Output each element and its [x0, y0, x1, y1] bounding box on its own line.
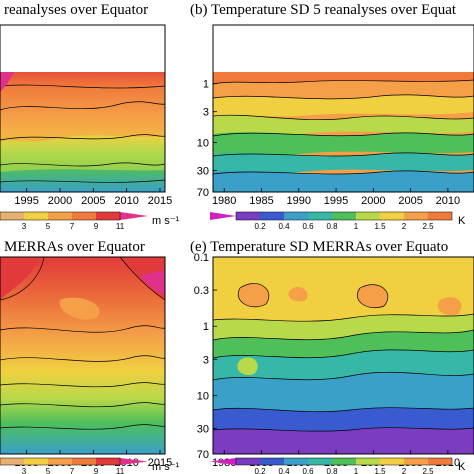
panel-b-x-tick-label: 1985: [249, 195, 273, 207]
panel-b-colorbar-tick-label: 2.5: [422, 222, 434, 231]
panel-b-colorbar-tick-label: 2: [402, 222, 407, 231]
panel-b-plot: [212, 24, 474, 193]
panel-a-colorbar-unit: m s⁻¹: [152, 215, 180, 227]
panel-e-title: (e) Temperature SD MERRAs over Equato: [190, 239, 448, 255]
panel-b-colorbar-unit: K: [458, 215, 466, 227]
panel-e-y-tick-label: 10: [197, 390, 209, 402]
panel-b-colorbar-tick-label: 0.8: [326, 222, 338, 231]
panel-d-plot: [0, 256, 166, 455]
panel-a-colorbar-tick-label: 11: [116, 222, 125, 231]
panel-d-colorbar-tick-label: 9: [94, 467, 99, 474]
panel-b-colorbar-tick-label: 0.4: [278, 222, 290, 231]
panel-b-y-tick-label: 70: [197, 187, 209, 199]
panel-b-colorbar-tick-label: 1: [354, 222, 359, 231]
panel-a-title: reanalyses over Equator: [4, 2, 148, 18]
panel-b-y-tick-label: 3: [203, 107, 209, 119]
panel-e-y-tick-label: 30: [197, 424, 209, 436]
panel-d-colorbar-tick-label: 3: [22, 467, 27, 474]
panel-d-colorbar-tick-label: 7: [70, 467, 75, 474]
panel-e-y-tick-label: 0.3: [194, 285, 209, 297]
panel-d-colorbar-unit: m s⁻¹: [152, 461, 180, 473]
panel-e-y-tick-label: 0.1: [194, 252, 209, 264]
panel-a-colorbar-ticks: 3 5 7 9 11: [22, 222, 125, 231]
panel-b-colorbar-ticks: 0.2 0.4 0.6 0.8 1 1.5 2 2.5: [254, 222, 434, 231]
panel-b-x-tick-label: 2010: [436, 195, 460, 207]
panel-d-colorbar-tick-label: 11: [116, 467, 125, 474]
panel-e-y-tick-label: 3: [203, 354, 209, 366]
panel-b-x-tick-label: 2005: [398, 195, 422, 207]
panel-e-colorbar-tick-label: 2: [402, 467, 407, 474]
panel-b-colorbar-tick-label: 0.2: [254, 222, 266, 231]
panel-e-colorbar-ticks: 0.2 0.4 0.6 0.8 1 1.5 2 2.5: [254, 467, 434, 474]
panel-d-x-tick-label: 2015: [148, 457, 172, 469]
panel-a-plot: [0, 24, 166, 193]
panel-a-colorbar: [0, 211, 148, 221]
panel-a-x-tick-label: 2015: [148, 195, 172, 207]
panel-b-colorbar-tick-label: 1.5: [374, 222, 386, 231]
panel-a-x-tick-label: 1995: [14, 195, 38, 207]
panel-a-colorbar-tick-label: 9: [94, 222, 99, 231]
panel-e-colorbar-unit: K: [458, 461, 466, 473]
panel-a-x-tick-label: 2000: [48, 195, 72, 207]
panel-b-x-tick-label: 1980: [212, 195, 236, 207]
panel-a-colorbar-tick-label: 3: [22, 222, 27, 231]
panel-e-colorbar: [210, 457, 453, 466]
panel-b-x-ticks: 1980 1985 1990 1995 2000 2005 2010: [212, 188, 460, 207]
panel-b-y-tick-label: 10: [197, 137, 209, 149]
panel-b-y-ticks: 1 3 10 30 70: [197, 79, 217, 199]
panel-b-y-tick-label: 30: [197, 165, 209, 177]
panel-d-colorbar-ticks: 3 5 7 9 11: [22, 467, 125, 474]
panel-e-colorbar-tick-label: 0.8: [326, 467, 338, 474]
panel-e-colorbar-tick-label: 1.5: [374, 467, 386, 474]
panel-e-colorbar-tick-label: 0.4: [278, 467, 290, 474]
panel-e-y-ticks: 0.1 0.3 1 3 10 30 70: [194, 252, 217, 461]
panel-b-x-tick-label: 1990: [287, 195, 311, 207]
panel-a-x-tick-label: 2005: [81, 195, 105, 207]
panel-d-colorbar: [0, 457, 148, 466]
panel-e-colorbar-tick-label: 0.2: [254, 467, 266, 474]
panel-a-colorbar-tick-label: 5: [46, 222, 51, 231]
panel-b-colorbar: [210, 211, 453, 221]
panel-d-title: MERRAs over Equator: [4, 239, 145, 255]
panel-b-colorbar-tick-label: 0.6: [302, 222, 314, 231]
panel-d-colorbar-tick-label: 5: [46, 467, 51, 474]
panel-e-colorbar-tick-label: 0.6: [302, 467, 314, 474]
panel-a-x-ticks: 1995 2000 2005 2010 2015: [14, 188, 172, 207]
panel-b-x-tick-label: 1995: [324, 195, 348, 207]
panel-e-y-tick-label: 1: [203, 321, 209, 333]
panel-a-x-tick-label: 2010: [114, 195, 138, 207]
panel-b-x-tick-label: 2000: [361, 195, 385, 207]
panel-e-colorbar-tick-label: 1: [354, 467, 359, 474]
panel-a-colorbar-tick-label: 7: [70, 222, 75, 231]
panel-e-y-tick-label: 70: [197, 449, 209, 461]
panel-e-plot: [212, 256, 474, 455]
panel-e-colorbar-tick-label: 2.5: [422, 467, 434, 474]
panel-b-y-tick-label: 1: [203, 79, 209, 91]
panel-b-title: (b) Temperature SD 5 reanalyses over Equ…: [190, 2, 457, 18]
